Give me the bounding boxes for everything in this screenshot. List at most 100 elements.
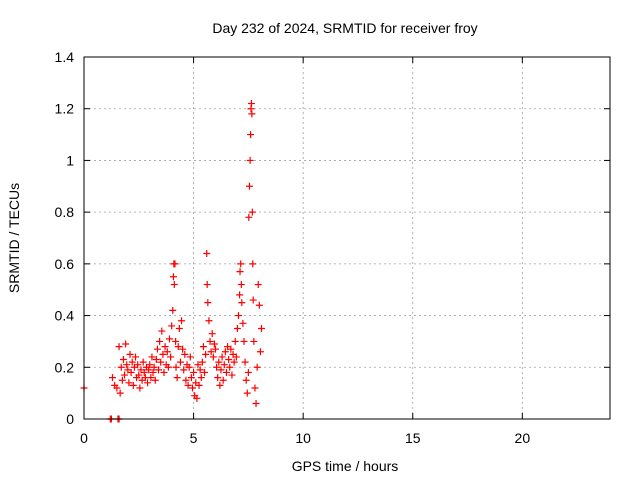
data-point [150, 363, 158, 371]
data-point [169, 306, 177, 314]
data-point [151, 376, 159, 384]
data-point [127, 368, 135, 376]
data-point [171, 260, 179, 268]
data-point [242, 376, 250, 384]
y-tick-label: 0.2 [55, 359, 75, 375]
x-tick-label: 0 [80, 430, 88, 446]
y-tick-label: 0.8 [55, 204, 75, 220]
data-point [249, 296, 257, 304]
data-point [158, 327, 166, 335]
data-point [194, 361, 202, 369]
data-point [205, 317, 213, 325]
data-point [241, 358, 249, 366]
data-point [250, 337, 258, 345]
data-point [258, 325, 266, 332]
data-point [157, 358, 165, 366]
data-point [238, 299, 246, 307]
data-point [252, 399, 260, 407]
data-point [185, 363, 193, 371]
data-point [203, 250, 211, 258]
data-point [196, 366, 204, 374]
data-point [193, 394, 201, 402]
data-point [222, 368, 230, 376]
data-point [169, 273, 177, 281]
data-point [232, 353, 240, 361]
data-point [249, 260, 257, 268]
y-axis-label: SRMTID / TECUs [6, 183, 22, 293]
data-point [216, 381, 224, 389]
data-point [164, 363, 172, 371]
data-point [212, 345, 219, 353]
data-point [144, 379, 152, 387]
data-point [161, 343, 169, 351]
data-point [210, 340, 218, 348]
data-point [126, 350, 134, 358]
data-point [253, 363, 261, 371]
data-point [186, 353, 194, 361]
data-point [208, 330, 216, 338]
data-point [135, 371, 143, 379]
data-point [153, 345, 161, 353]
data-point [195, 381, 203, 389]
data-point [178, 317, 186, 325]
data-point [240, 337, 248, 345]
x-tick-label: 5 [190, 430, 198, 446]
data-point [148, 353, 156, 361]
data-point [174, 343, 182, 351]
data-point [117, 363, 125, 371]
data-point [184, 381, 192, 389]
data-point [118, 376, 126, 384]
y-tick-label: 1.4 [55, 49, 75, 65]
data-point [239, 319, 247, 327]
data-point [201, 368, 209, 376]
data-point [173, 374, 181, 382]
data-point [136, 384, 144, 392]
y-tick-label: 0.4 [55, 308, 75, 324]
data-point [243, 389, 251, 397]
data-point [247, 131, 255, 139]
data-point [236, 268, 244, 276]
data-point [140, 368, 148, 376]
x-tick-label: 15 [405, 430, 421, 446]
data-point [172, 337, 180, 345]
data-point [180, 366, 188, 374]
y-tick-label: 0.6 [55, 256, 75, 272]
data-point [206, 337, 214, 345]
data-point [217, 366, 225, 374]
data-point [207, 348, 215, 356]
data-point [256, 348, 264, 356]
data-point [179, 345, 187, 353]
data-point [225, 356, 233, 364]
data-point [167, 353, 175, 361]
data-point [237, 281, 245, 289]
data-point [146, 361, 154, 369]
data-point [213, 363, 221, 371]
data-point [214, 374, 222, 382]
data-points [80, 100, 266, 423]
x-tick-label: 10 [295, 430, 311, 446]
data-point [215, 358, 223, 366]
data-point [221, 348, 229, 356]
data-point [181, 350, 189, 358]
data-point [254, 281, 262, 289]
data-point [245, 182, 253, 190]
data-point [119, 356, 127, 364]
data-point [228, 371, 236, 379]
data-point [247, 100, 255, 108]
data-point [209, 353, 217, 361]
grid-lines [84, 57, 610, 419]
data-point [219, 376, 227, 384]
data-point [113, 384, 121, 392]
data-point [198, 358, 206, 366]
data-point [246, 156, 254, 164]
data-point [121, 371, 129, 379]
data-point [165, 335, 173, 343]
data-point [155, 366, 163, 374]
data-point [187, 374, 195, 382]
tick-labels: 0 5 10 15 20 0 0.2 0.4 0.6 0.8 1 1.2 1.4 [55, 49, 531, 446]
data-point [170, 281, 178, 289]
data-point [139, 358, 147, 366]
data-point [190, 368, 198, 376]
data-point [116, 389, 124, 397]
